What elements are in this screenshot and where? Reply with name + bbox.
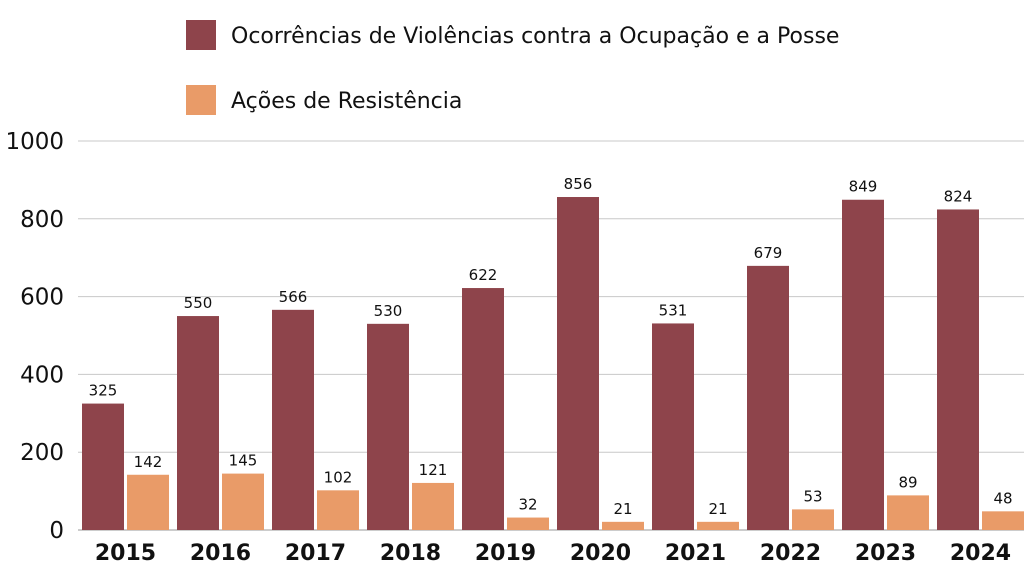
bar-violencias [367, 323, 409, 530]
bar-value-label: 48 [993, 489, 1012, 507]
bar-violencias [747, 265, 789, 530]
bar-value-label: 121 [419, 461, 448, 479]
legend-swatch-violencias [186, 20, 216, 50]
bar-violencias [462, 288, 504, 530]
bars [82, 197, 1024, 531]
bar-resistencia [127, 474, 169, 530]
bar-value-label: 550 [184, 294, 213, 312]
bar-value-label: 325 [89, 382, 118, 400]
y-tick-label: 800 [20, 207, 64, 233]
x-tick-label: 2023 [855, 541, 916, 564]
bar-value-label: 679 [754, 244, 783, 262]
legend: Ocorrências de Violências contra a Ocupa… [186, 20, 839, 115]
bar-violencias [842, 199, 884, 530]
y-tick-label: 1000 [5, 129, 64, 155]
bar-resistencia [412, 482, 454, 530]
bar-violencias [82, 403, 124, 530]
bar-value-label: 89 [898, 473, 917, 491]
y-tick-label: 0 [49, 518, 64, 544]
y-axis: 0 200 400 600 800 1000 [5, 129, 64, 544]
bar-value-label: 53 [803, 487, 822, 505]
bar-resistencia [602, 521, 644, 530]
bar-value-label: 21 [613, 500, 632, 518]
legend-label-resistencia: Ações de Resistência [231, 89, 462, 114]
bar-resistencia [792, 509, 834, 530]
bar-violencias [272, 309, 314, 530]
x-tick-label: 2021 [665, 541, 726, 564]
bar-resistencia [697, 521, 739, 530]
bar-violencias [177, 316, 219, 530]
y-tick-label: 600 [20, 285, 64, 311]
legend-swatch-resistencia [186, 85, 216, 115]
x-tick-label: 2024 [950, 541, 1011, 564]
bar-resistencia [317, 490, 359, 530]
bar-violencias [652, 323, 694, 530]
bar-resistencia [222, 473, 264, 530]
bar-value-label: 856 [564, 175, 593, 193]
x-axis: 2015 2016 2017 2018 2019 2020 2021 2022 2023 2024 [95, 541, 1011, 566]
bar-value-label: 21 [708, 500, 727, 518]
bar-value-label: 530 [374, 302, 403, 320]
bar-value-label: 622 [469, 266, 498, 284]
x-tick-label: 2016 [190, 541, 251, 564]
y-tick-label: 400 [20, 362, 64, 388]
bar-value-label: 142 [134, 453, 163, 471]
y-tick-label: 200 [20, 440, 64, 466]
x-tick-label: 2017 [285, 541, 346, 564]
bar-violencias [937, 209, 979, 531]
bar-value-label: 566 [279, 288, 308, 306]
x-tick-label: 2022 [760, 541, 821, 564]
bar-value-label: 531 [659, 301, 688, 319]
legend-label-violencias: Ocorrências de Violências contra a Ocupa… [231, 24, 839, 49]
x-tick-label: 2020 [570, 541, 631, 564]
x-tick-label: 2019 [475, 541, 536, 564]
bar-resistencia [887, 495, 929, 530]
bar-resistencia [982, 511, 1024, 530]
x-tick-label: 2018 [380, 541, 441, 564]
bar-value-labels: 325 142 550 145 566 102 530 121 622 32 856 21 531 21 6… [89, 175, 1013, 518]
bar-value-label: 145 [229, 452, 258, 470]
x-tick-label: 2015 [95, 541, 156, 564]
bar-value-label: 32 [518, 496, 537, 514]
bar-value-label: 849 [849, 178, 878, 196]
bar-value-label: 102 [324, 468, 353, 486]
bar-value-label: 824 [944, 187, 973, 205]
bar-resistencia [507, 517, 549, 530]
bar-violencias [557, 197, 599, 531]
